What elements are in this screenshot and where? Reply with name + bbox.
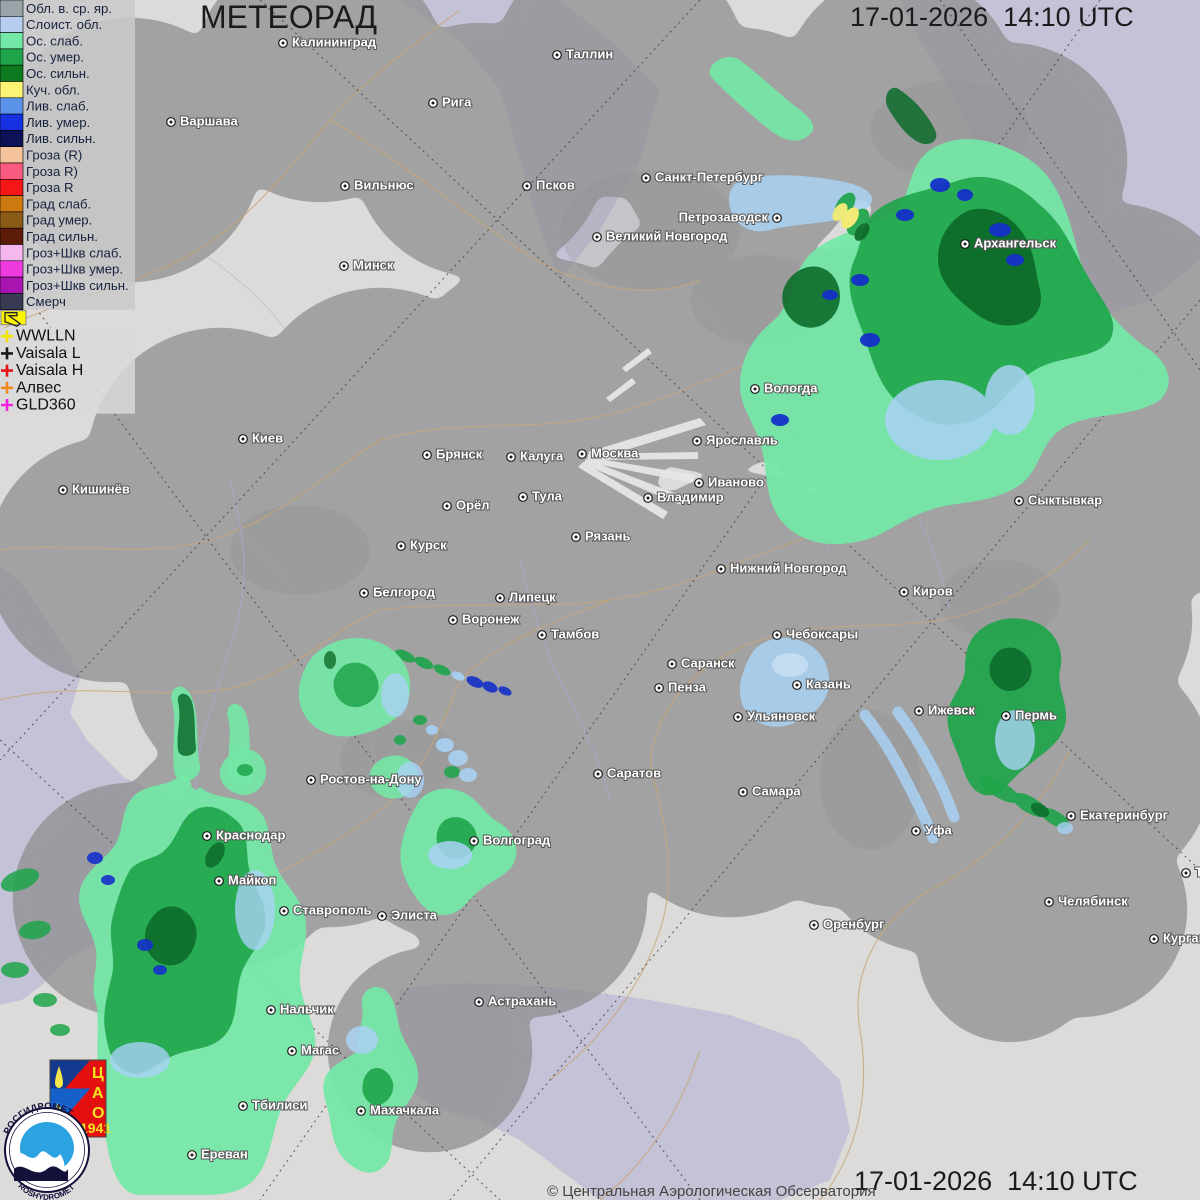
svg-text:Иваново: Иваново <box>708 475 764 490</box>
svg-text:Чебоксары: Чебоксары <box>786 627 858 642</box>
svg-text:Тула: Тула <box>532 489 563 504</box>
svg-text:Ижевск: Ижевск <box>928 703 976 718</box>
svg-text:Минск: Минск <box>353 258 394 273</box>
svg-text:Пермь: Пермь <box>1015 708 1057 723</box>
svg-text:Ростов-на-Дону: Ростов-на-Дону <box>320 772 422 787</box>
svg-text:Екатеринбург: Екатеринбург <box>1080 808 1169 823</box>
svg-text:Курган: Курган <box>1163 931 1200 946</box>
svg-text:Казань: Казань <box>806 677 851 692</box>
svg-text:Пенза: Пенза <box>668 680 707 695</box>
svg-text:Ставрополь: Ставрополь <box>293 903 372 918</box>
svg-text:Майкоп: Майкоп <box>228 873 276 888</box>
svg-text:Оренбург: Оренбург <box>823 917 885 932</box>
svg-text:Великий Новгород: Великий Новгород <box>606 229 728 244</box>
svg-text:Кишинёв: Кишинёв <box>72 482 130 497</box>
svg-text:Астрахань: Астрахань <box>488 994 556 1009</box>
svg-text:Уфа: Уфа <box>925 823 952 838</box>
svg-text:Тбилиси: Тбилиси <box>252 1098 307 1113</box>
svg-text:Вильнюс: Вильнюс <box>354 178 414 193</box>
svg-text:Брянск: Брянск <box>436 447 483 462</box>
svg-text:Вологда: Вологда <box>764 381 818 396</box>
svg-text:Махачкала: Махачкала <box>370 1103 440 1118</box>
svg-text:Липецк: Липецк <box>509 590 556 605</box>
svg-text:Белгород: Белгород <box>373 585 436 600</box>
svg-text:Киев: Киев <box>252 431 283 446</box>
svg-text:Сыктывкар: Сыктывкар <box>1028 493 1102 508</box>
svg-text:Варшава: Варшава <box>180 114 238 129</box>
svg-text:Калининград: Калининград <box>292 35 377 50</box>
svg-text:Псков: Псков <box>536 178 575 193</box>
svg-text:Саратов: Саратов <box>607 766 661 781</box>
svg-text:Петрозаводск: Петрозаводск <box>679 210 769 225</box>
svg-text:Краснодар: Краснодар <box>216 828 285 843</box>
svg-text:Санкт-Петербург: Санкт-Петербург <box>655 170 764 185</box>
svg-text:Орёл: Орёл <box>456 498 490 513</box>
svg-text:Калуга: Калуга <box>520 449 564 464</box>
svg-text:Воронеж: Воронеж <box>462 612 520 627</box>
svg-text:Нальчик: Нальчик <box>280 1002 334 1017</box>
svg-text:Нижний Новгород: Нижний Новгород <box>730 561 847 576</box>
svg-text:Тюмень: Тюмень <box>1195 865 1200 880</box>
svg-text:Таллин: Таллин <box>566 47 613 62</box>
svg-text:Рязань: Рязань <box>585 529 630 544</box>
svg-text:Саранск: Саранск <box>681 656 735 671</box>
svg-text:Ереван: Ереван <box>201 1147 248 1162</box>
svg-text:Курск: Курск <box>410 538 447 553</box>
svg-text:Рига: Рига <box>442 95 472 110</box>
svg-text:Ярославль: Ярославль <box>706 433 778 448</box>
svg-text:Тамбов: Тамбов <box>551 627 599 642</box>
svg-text:Москва: Москва <box>591 446 639 461</box>
svg-text:Челябинск: Челябинск <box>1058 894 1128 909</box>
svg-text:Магас: Магас <box>301 1043 339 1058</box>
svg-text:Самара: Самара <box>752 784 801 799</box>
svg-text:Киров: Киров <box>913 584 953 599</box>
svg-text:Ульяновск: Ульяновск <box>747 709 816 724</box>
svg-text:Элиста: Элиста <box>391 908 438 923</box>
svg-text:Архангельск: Архангельск <box>974 236 1057 251</box>
svg-text:Волгоград: Волгоград <box>483 833 551 848</box>
svg-text:Владимир: Владимир <box>657 490 724 505</box>
